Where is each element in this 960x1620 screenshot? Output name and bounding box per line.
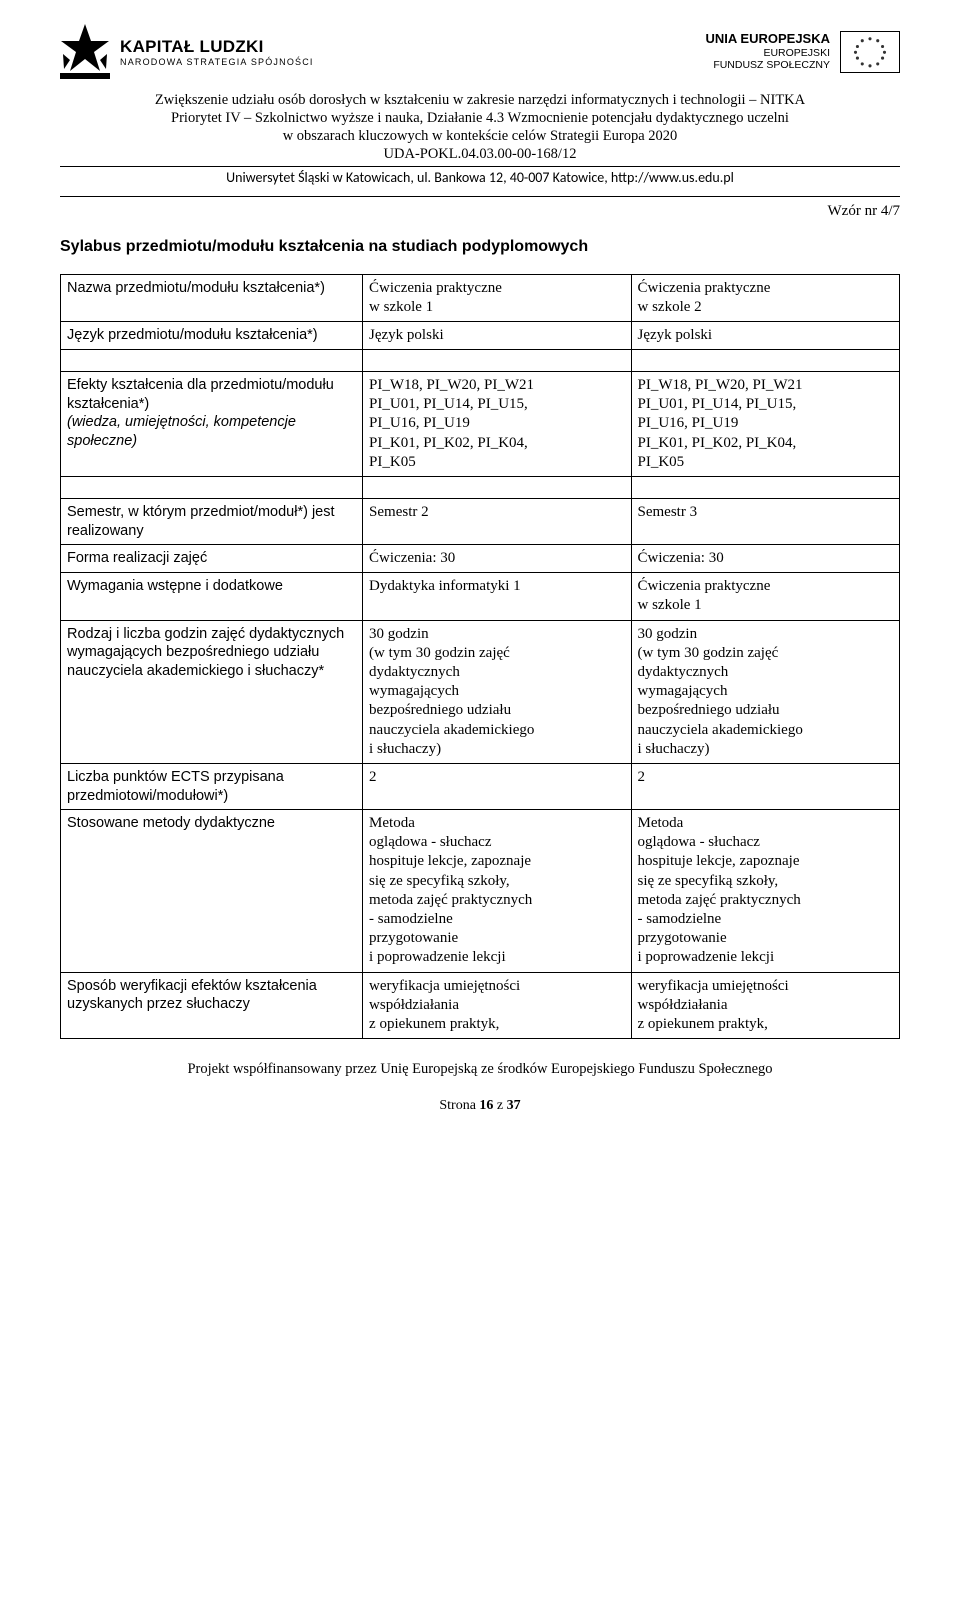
cell-c2: PI_W18, PI_W20, PI_W21PI_U01, PI_U14, PI… <box>363 372 631 477</box>
cell-label: Forma realizacji zajęć <box>61 545 363 573</box>
page-mid: z <box>493 1098 506 1113</box>
cell-c3: weryfikacja umiejętnościwspółdziałaniaz … <box>631 972 900 1039</box>
table-row: Język przedmiotu/modułu kształcenia*) Ję… <box>61 321 900 349</box>
header-logos: KAPITAŁ LUDZKI NARODOWA STRATEGIA SPÓJNO… <box>60 24 900 79</box>
table-row: Rodzaj i liczba godzin zajęć dydaktyczny… <box>61 620 900 763</box>
cell-label: Liczba punktów ECTS przypisana przedmiot… <box>61 763 363 809</box>
proj-line3: w obszarach kluczowych w kontekście celó… <box>60 127 900 145</box>
cell-c2: 30 godzin(w tym 30 godzin zajęćdydaktycz… <box>363 620 631 763</box>
footer-cofinancing: Projekt współfinansowany przez Unię Euro… <box>60 1061 900 1078</box>
wzor-label: Wzór nr 4/7 <box>60 203 900 220</box>
proj-line2: Priorytet IV – Szkolnictwo wyższe i nauk… <box>60 109 900 127</box>
university-line: Uniwersytet Śląski w Katowicach, ul. Ban… <box>60 169 900 186</box>
eu-text: UNIA EUROPEJSKA EUROPEJSKI FUNDUSZ SPOŁE… <box>706 32 830 71</box>
cell-c3: Ćwiczenia: 30 <box>631 545 900 573</box>
table-row: Forma realizacji zajęć Ćwiczenia: 30 Ćwi… <box>61 545 900 573</box>
kapital-star-icon <box>60 24 110 79</box>
page-total: 37 <box>507 1098 521 1113</box>
cell-c3: Semestr 3 <box>631 499 900 545</box>
table-row: Semestr, w którym przedmiot/moduł*) jest… <box>61 499 900 545</box>
page-pre: Strona <box>439 1098 479 1113</box>
kapital-line1: KAPITAŁ LUDZKI <box>120 37 314 57</box>
spacer-row <box>61 477 900 499</box>
syllabus-title: Sylabus przedmiotu/modułu kształcenia na… <box>60 238 900 256</box>
eu-line1: UNIA EUROPEJSKA <box>706 32 830 47</box>
divider-bottom <box>60 196 900 197</box>
cell-c2: Ćwiczenia praktycznew szkole 1 <box>363 274 631 321</box>
cell-c3: Ćwiczenia praktycznew szkole 1 <box>631 573 900 620</box>
cell-label: Sposób weryfikacji efektów kształcenia u… <box>61 972 363 1039</box>
cell-label: Stosowane metody dydaktyczne <box>61 810 363 973</box>
cell-c2: weryfikacja umiejętnościwspółdziałaniaz … <box>363 972 631 1039</box>
cell-c2: Dydaktyka informatyki 1 <box>363 573 631 620</box>
cell-c3: Metodaoglądowa - słuchaczhospituje lekcj… <box>631 810 900 973</box>
table-row: Nazwa przedmiotu/modułu kształcenia*) Ćw… <box>61 274 900 321</box>
cell-label: Semestr, w którym przedmiot/moduł*) jest… <box>61 499 363 545</box>
proj-line4: UDA-POKL.04.03.00-00-168/12 <box>60 145 900 163</box>
cell-c2: Semestr 2 <box>363 499 631 545</box>
syllabus-table: Nazwa przedmiotu/modułu kształcenia*) Ćw… <box>60 274 900 1040</box>
logo-eu: UNIA EUROPEJSKA EUROPEJSKI FUNDUSZ SPOŁE… <box>706 31 900 73</box>
cell-c3: Ćwiczenia praktycznew szkole 2 <box>631 274 900 321</box>
cell-c3: Język polski <box>631 321 900 349</box>
divider-top <box>60 166 900 167</box>
eu-flag-icon <box>840 31 900 73</box>
kapital-text: KAPITAŁ LUDZKI NARODOWA STRATEGIA SPÓJNO… <box>120 37 314 67</box>
table-row: Sposób weryfikacji efektów kształcenia u… <box>61 972 900 1039</box>
cell-label: Rodzaj i liczba godzin zajęć dydaktyczny… <box>61 620 363 763</box>
cell-label: Wymagania wstępne i dodatkowe <box>61 573 363 620</box>
r3-italic: (wiedza, umiejętności, kompetencje społe… <box>67 414 296 449</box>
table-row: Stosowane metody dydaktyczne Metodaogląd… <box>61 810 900 973</box>
logo-kapital-ludzki: KAPITAŁ LUDZKI NARODOWA STRATEGIA SPÓJNO… <box>60 24 314 79</box>
cell-c3: PI_W18, PI_W20, PI_W21PI_U01, PI_U14, PI… <box>631 372 900 477</box>
cell-c2: Metodaoglądowa - słuchaczhospituje lekcj… <box>363 810 631 973</box>
cell-c2: 2 <box>363 763 631 809</box>
table-row: Liczba punktów ECTS przypisana przedmiot… <box>61 763 900 809</box>
table-row: Wymagania wstępne i dodatkowe Dydaktyka … <box>61 573 900 620</box>
r3-plain: Efekty kształcenia dla przedmiotu/modułu… <box>67 377 334 412</box>
proj-line1: Zwiększenie udziału osób dorosłych w ksz… <box>60 91 900 109</box>
page-current: 16 <box>479 1098 493 1113</box>
cell-c3: 30 godzin(w tym 30 godzin zajęćdydaktycz… <box>631 620 900 763</box>
cell-c2: Ćwiczenia: 30 <box>363 545 631 573</box>
cell-c3: 2 <box>631 763 900 809</box>
eu-line3: FUNDUSZ SPOŁECZNY <box>706 59 830 71</box>
eu-line2: EUROPEJSKI <box>706 47 830 59</box>
cell-label: Efekty kształcenia dla przedmiotu/modułu… <box>61 372 363 477</box>
project-description: Zwiększenie udziału osób dorosłych w ksz… <box>60 91 900 164</box>
table-row: Efekty kształcenia dla przedmiotu/modułu… <box>61 372 900 477</box>
cell-label: Język przedmiotu/modułu kształcenia*) <box>61 321 363 349</box>
cell-label: Nazwa przedmiotu/modułu kształcenia*) <box>61 274 363 321</box>
cell-c2: Język polski <box>363 321 631 349</box>
kapital-line2: NARODOWA STRATEGIA SPÓJNOŚCI <box>120 57 314 67</box>
page-number: Strona 16 z 37 <box>60 1098 900 1114</box>
spacer-row <box>61 350 900 372</box>
